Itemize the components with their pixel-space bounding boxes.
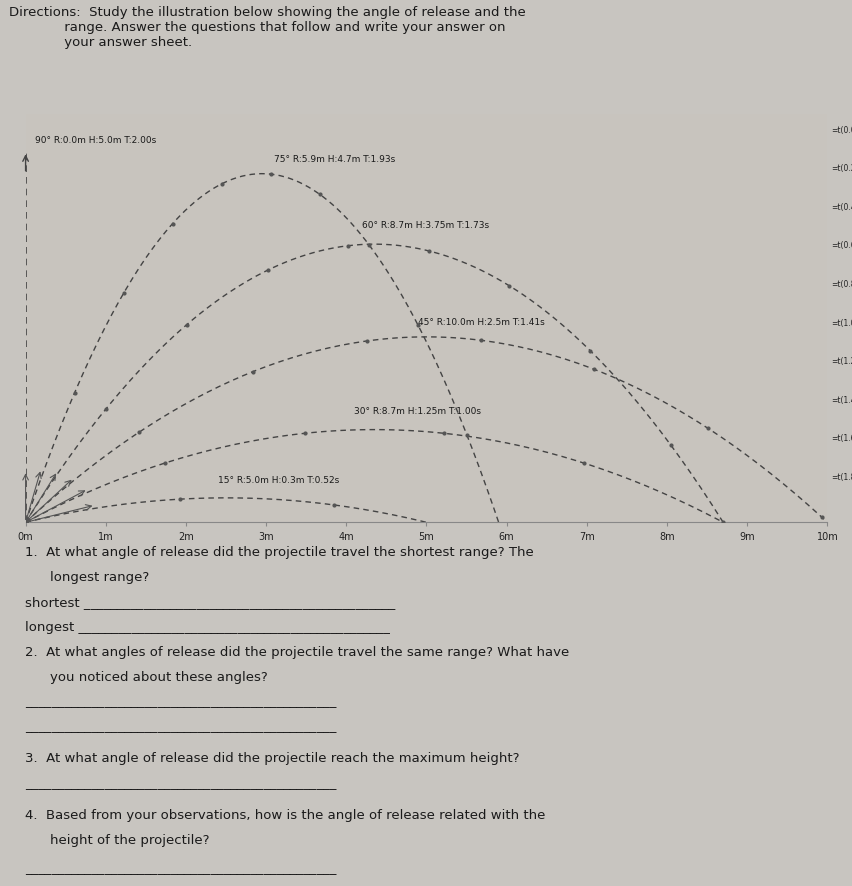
- Text: _______________________________________________: ________________________________________…: [26, 861, 337, 874]
- Text: =t(1.65-1.80s: =t(1.65-1.80s: [831, 434, 852, 443]
- Text: longest range?: longest range?: [50, 571, 149, 584]
- Text: 60° R:8.7m H:3.75m T:1.73s: 60° R:8.7m H:3.75m T:1.73s: [362, 221, 489, 230]
- Text: =t(1.85-2.00s: =t(1.85-2.00s: [831, 472, 852, 481]
- Text: =t(1.45-1.60s: =t(1.45-1.60s: [831, 395, 852, 404]
- Text: =t(1.25-1.40s: =t(1.25-1.40s: [831, 357, 852, 366]
- Text: =t(0.45-0.60s: =t(0.45-0.60s: [831, 203, 852, 212]
- Text: longest _______________________________________________: longest ________________________________…: [26, 620, 389, 633]
- Text: 1.  At what angle of release did the projectile travel the shortest range? The: 1. At what angle of release did the proj…: [26, 546, 533, 559]
- Text: shortest _______________________________________________: shortest _______________________________…: [26, 595, 395, 609]
- Text: 45° R:10.0m H:2.5m T:1.41s: 45° R:10.0m H:2.5m T:1.41s: [418, 317, 544, 326]
- Text: _______________________________________________: ________________________________________…: [26, 695, 337, 708]
- Text: =t(0.85-1.00s: =t(0.85-1.00s: [831, 280, 852, 289]
- Text: =t(0.05-0.20s: =t(0.05-0.20s: [831, 126, 852, 135]
- Text: 30° R:8.7m H:1.25m T:1.00s: 30° R:8.7m H:1.25m T:1.00s: [354, 407, 481, 416]
- Text: 2.  At what angles of release did the projectile travel the same range? What hav: 2. At what angles of release did the pro…: [26, 645, 569, 658]
- Text: =t(1.05-1.20s: =t(1.05-1.20s: [831, 318, 852, 327]
- Text: height of the projectile?: height of the projectile?: [50, 833, 210, 846]
- Text: =t(0.25-0.40s: =t(0.25-0.40s: [831, 164, 852, 173]
- Text: 3.  At what angle of release did the projectile reach the maximum height?: 3. At what angle of release did the proj…: [26, 751, 519, 765]
- Text: Directions:  Study the illustration below showing the angle of release and the
 : Directions: Study the illustration below…: [9, 5, 525, 49]
- Text: =t(0.65-0.80s: =t(0.65-0.80s: [831, 241, 852, 250]
- Text: _______________________________________________: ________________________________________…: [26, 776, 337, 789]
- Text: 90° R:0.0m H:5.0m T:2.00s: 90° R:0.0m H:5.0m T:2.00s: [35, 136, 156, 144]
- Text: 15° R:5.0m H:0.3m T:0.52s: 15° R:5.0m H:0.3m T:0.52s: [218, 475, 339, 485]
- Text: 75° R:5.9m H:4.7m T:1.93s: 75° R:5.9m H:4.7m T:1.93s: [273, 154, 395, 163]
- Text: you noticed about these angles?: you noticed about these angles?: [50, 670, 268, 683]
- Text: _______________________________________________: ________________________________________…: [26, 719, 337, 733]
- Text: 4.  Based from your observations, how is the angle of release related with the: 4. Based from your observations, how is …: [26, 808, 545, 821]
